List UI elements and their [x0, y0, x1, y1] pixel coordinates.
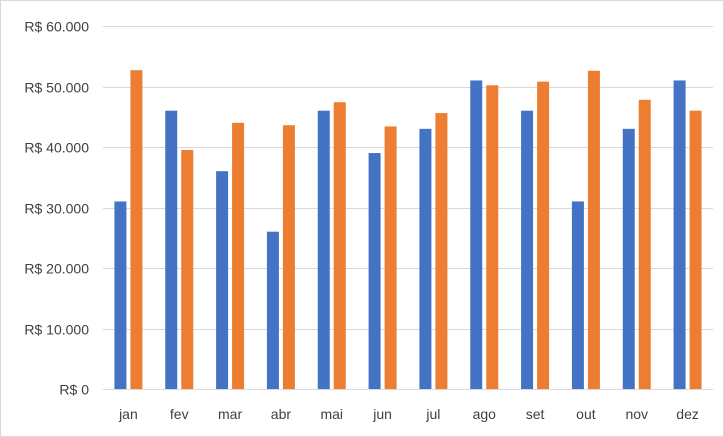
- bar-series-2-mar: [232, 122, 245, 390]
- x-tick-label: set: [526, 406, 545, 422]
- bar-series-2-ago: [486, 85, 499, 389]
- x-tick-label: mar: [218, 406, 242, 422]
- bar-series-2-abr: [282, 125, 295, 389]
- y-tick-label: R$ 50.000: [24, 80, 89, 96]
- bar-series-1-jun: [368, 153, 381, 389]
- x-tick-label: mai: [320, 406, 343, 422]
- bar-series-1-abr: [266, 231, 279, 389]
- bar-series-1-set: [521, 110, 534, 389]
- x-tick-label: ago: [473, 406, 497, 422]
- bar-series-1-dez: [673, 80, 686, 389]
- y-tick-label: R$ 20.000: [24, 261, 89, 277]
- x-tick-label: jul: [425, 406, 440, 422]
- y-tick-label: R$ 0: [59, 382, 89, 398]
- bar-series-2-jan: [130, 70, 143, 389]
- bar-series-1-mai: [317, 110, 330, 389]
- bar-series-2-jun: [384, 126, 397, 390]
- bar-series-2-dez: [689, 110, 702, 389]
- x-tick-label: nov: [625, 406, 648, 422]
- gridlines: [103, 26, 713, 330]
- y-tick-label: R$ 30.000: [24, 201, 89, 217]
- x-axis-labels: jan fev mar abr mai jun jul ago set out nov dez: [118, 406, 699, 422]
- bar-series-2-nov: [638, 99, 651, 389]
- y-tick-label: R$ 40.000: [24, 140, 89, 156]
- x-tick-label: out: [576, 406, 596, 422]
- bar-series-2-fev: [181, 150, 194, 389]
- bar-series-1-out: [571, 201, 584, 389]
- bar-series-1-nov: [622, 128, 635, 389]
- bar-series-2-set: [537, 81, 550, 389]
- x-tick-label: jun: [372, 406, 392, 422]
- bar-series-2-jul: [435, 113, 448, 390]
- y-axis-labels: R$ 0 R$ 10.000 R$ 20.000 R$ 30.000 R$ 40.000…: [24, 19, 89, 398]
- x-tick-label: abr: [271, 406, 292, 422]
- bar-series-1-jul: [419, 128, 432, 389]
- y-tick-label: R$ 60.000: [24, 19, 89, 35]
- bar-series-2-out: [587, 70, 600, 390]
- bar-series-1-fev: [165, 110, 178, 389]
- x-tick-label: dez: [676, 406, 699, 422]
- y-tick-label: R$ 10.000: [24, 322, 89, 338]
- bar-series-1-mar: [216, 171, 229, 389]
- bar-series-1-ago: [470, 80, 483, 389]
- bar-series-2-mai: [333, 102, 346, 389]
- bar-series-1-jan: [114, 201, 127, 389]
- x-tick-label: fev: [170, 406, 189, 422]
- bars: [114, 70, 702, 390]
- x-tick-label: jan: [118, 406, 138, 422]
